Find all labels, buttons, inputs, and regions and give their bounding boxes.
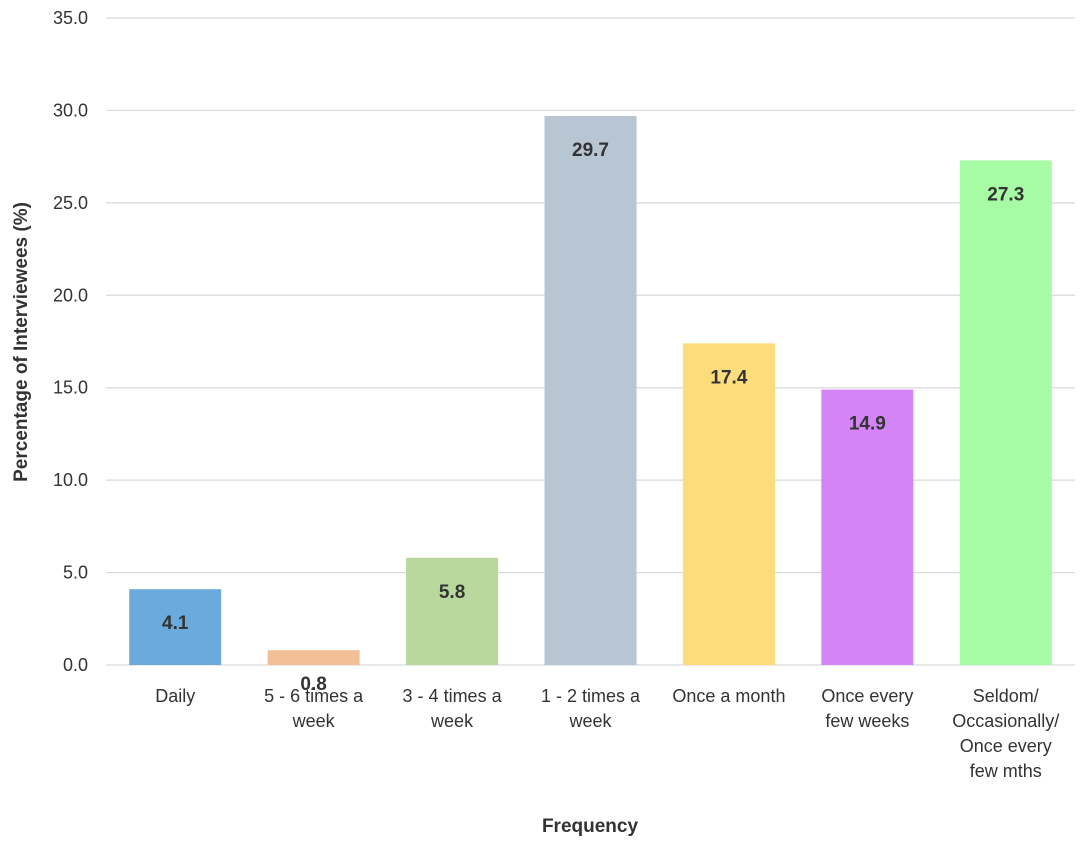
x-category-label: 5 - 6 times a — [264, 686, 364, 706]
x-category-label: few mths — [970, 761, 1042, 781]
x-axis-title: Frequency — [542, 816, 639, 837]
x-category-label: Once a month — [672, 686, 785, 706]
y-tick-label: 10.0 — [53, 470, 88, 490]
data-label: 17.4 — [710, 367, 747, 388]
y-tick-label: 20.0 — [53, 285, 88, 305]
x-category-label: Once every — [821, 686, 913, 706]
data-label: 27.3 — [987, 184, 1024, 205]
bar — [959, 160, 1052, 665]
bar — [682, 343, 775, 665]
bars — [129, 115, 1052, 665]
x-category-label: Once every — [960, 736, 1052, 756]
y-tick-label: 35.0 — [53, 8, 88, 28]
y-tick-label: 0.0 — [63, 655, 88, 675]
data-labels: 4.1 0.8 5.8 29.7 17.4 14.9 27.3 — [162, 140, 1024, 695]
bar — [406, 557, 499, 665]
bar — [267, 650, 360, 665]
data-label: 4.1 — [162, 613, 189, 634]
bar — [129, 589, 222, 665]
x-category-label: Daily — [155, 686, 195, 706]
data-label: 0.8 — [300, 674, 326, 695]
x-category-label: 3 - 4 times a — [403, 686, 503, 706]
x-category-label: 1 - 2 times a — [541, 686, 641, 706]
data-label: 14.9 — [849, 414, 886, 435]
y-tick-label: 5.0 — [63, 563, 88, 583]
x-category-label: week — [430, 711, 474, 731]
bar — [544, 115, 637, 665]
data-label: 5.8 — [439, 582, 465, 603]
y-tick-label: 30.0 — [53, 100, 88, 120]
x-category-label: Occasionally/ — [952, 711, 1059, 731]
x-category-label: few weeks — [825, 711, 909, 731]
x-category-label: week — [568, 711, 612, 731]
x-category-label: week — [292, 711, 336, 731]
bar — [821, 389, 914, 665]
data-label: 29.7 — [572, 140, 609, 161]
x-axis-categories: Daily 5 - 6 times a week 3 - 4 times a week 1… — [155, 686, 1059, 781]
y-tick-label: 15.0 — [53, 378, 88, 398]
x-category-label: Seldom/ — [973, 686, 1039, 706]
y-tick-label: 25.0 — [53, 193, 88, 213]
y-axis-ticks: 0.0 5.0 10.0 15.0 20.0 25.0 30.0 35.0 — [53, 8, 88, 675]
y-axis-title: Percentage of Interviewees (%) — [11, 202, 32, 482]
